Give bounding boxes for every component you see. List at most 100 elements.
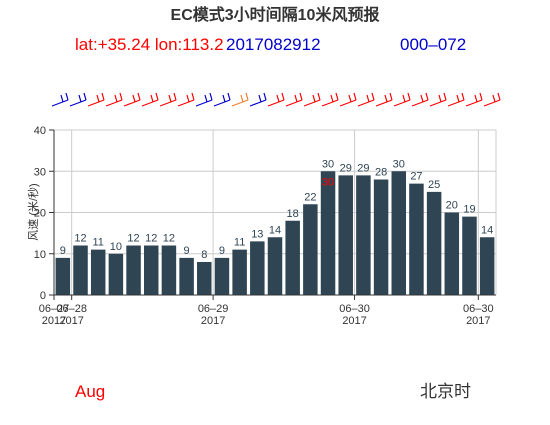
- wind-barb-flag: [366, 94, 370, 103]
- wind-barb-shaft: [105, 99, 123, 107]
- wind-barb-flag: [276, 94, 280, 103]
- forecast-range-label: 000–072: [400, 35, 466, 54]
- wind-barb-icon: [393, 92, 411, 107]
- wind-barb-shaft: [177, 99, 195, 107]
- wind-barb-icon: [285, 92, 303, 107]
- wind-barb-flag: [407, 92, 411, 101]
- wind-barb-shaft: [231, 99, 249, 107]
- wind-barb-flag: [137, 92, 141, 101]
- bar-value-label: 29: [340, 162, 352, 174]
- bar-value-label: 14: [269, 224, 281, 236]
- bar-value-label: 20: [446, 200, 458, 212]
- wind-barb-icon: [105, 92, 123, 107]
- wind-barb-flag: [78, 94, 82, 103]
- wind-barb-icon: [177, 92, 195, 107]
- wind-barb-shaft: [213, 99, 231, 107]
- bar: [479, 237, 495, 295]
- wind-barb-flag: [186, 94, 190, 103]
- wind-barb-icon: [321, 92, 339, 107]
- wind-barb-flag: [60, 94, 64, 103]
- wind-barb-flag: [312, 94, 316, 103]
- wind-barb-flag: [389, 92, 393, 101]
- bar: [161, 245, 177, 295]
- wind-barb-icon: [357, 92, 375, 107]
- bar: [90, 249, 106, 295]
- chart-axes: 01020304006–27201706–28201706–29201706–3…: [34, 125, 496, 327]
- bar-value-label: 9: [60, 245, 66, 257]
- wind-barb-flag: [456, 94, 460, 103]
- bar: [108, 253, 124, 295]
- bar: [426, 191, 442, 295]
- wind-barb-icon: [87, 92, 105, 107]
- bar-value-label: 18: [287, 208, 299, 220]
- wind-barb-flag: [443, 92, 447, 101]
- wind-barb-shaft: [249, 99, 267, 107]
- wind-barb-flag: [492, 94, 496, 103]
- bar: [126, 245, 141, 295]
- wind-barb-shaft: [87, 99, 105, 107]
- wind-barb-shaft: [465, 99, 483, 107]
- bar: [444, 212, 460, 295]
- wind-barb-flag: [281, 92, 285, 101]
- bar: [250, 241, 265, 295]
- month-label: Aug: [75, 382, 105, 401]
- x-tick-label-date: 06–27: [39, 303, 70, 315]
- wind-barb-flag: [420, 94, 424, 103]
- wind-barbs-row: [51, 92, 501, 107]
- wind-barb-flag: [348, 94, 352, 103]
- wind-barb-icon: [195, 92, 213, 107]
- wind-barb-flag: [240, 94, 244, 103]
- wind-barb-icon: [465, 92, 483, 107]
- wind-barb-flag: [101, 92, 105, 101]
- bar-value-label: 30: [393, 158, 405, 170]
- wind-barb-icon: [213, 92, 231, 107]
- x-tick-label-date: 06–29: [198, 303, 229, 315]
- wind-barb-shaft: [447, 99, 465, 107]
- wind-barb-shaft: [375, 99, 393, 107]
- wind-barb-shaft: [303, 99, 321, 107]
- wind-barb-shaft: [51, 99, 69, 107]
- wind-barb-flag: [497, 92, 501, 101]
- wind-barb-flag: [330, 94, 334, 103]
- wind-barb-flag: [83, 92, 87, 101]
- wind-barb-flag: [132, 94, 136, 103]
- wind-barb-icon: [429, 92, 447, 107]
- wind-barb-flag: [168, 94, 172, 103]
- wind-barb-icon: [447, 92, 465, 107]
- wind-barb-flag: [299, 92, 303, 101]
- wind-barb-shaft: [285, 99, 303, 107]
- x-tick-label-year: 2017: [201, 315, 225, 327]
- wind-barb-flag: [438, 94, 442, 103]
- wind-barb-flag: [258, 94, 262, 103]
- x-tick-label-year: 2017: [466, 315, 490, 327]
- wind-barb-shaft: [339, 99, 357, 107]
- bar: [285, 220, 300, 295]
- wind-barb-flag: [150, 94, 154, 103]
- bar: [409, 183, 424, 295]
- wind-barb-flag: [263, 92, 267, 101]
- wind-barb-icon: [375, 92, 393, 107]
- wind-barb-shaft: [141, 99, 159, 107]
- bar-value-label: 28: [375, 167, 387, 179]
- bar: [391, 171, 407, 295]
- bar: [320, 171, 336, 295]
- wind-barb-icon: [411, 92, 429, 107]
- wind-barb-icon: [249, 92, 267, 107]
- wind-barb-flag: [335, 92, 339, 101]
- wind-barb-flag: [461, 92, 465, 101]
- y-tick-label: 30: [34, 166, 46, 178]
- bar: [214, 257, 230, 295]
- wind-barb-flag: [245, 92, 249, 101]
- wind-barb-icon: [159, 92, 177, 107]
- bar-value-label: 19: [463, 204, 475, 216]
- x-tick-label-date: 06–30: [463, 303, 494, 315]
- wind-barb-flag: [119, 92, 123, 101]
- y-tick-label: 40: [34, 125, 46, 137]
- bar-value-label: 8: [201, 249, 207, 261]
- bar-value-label: 11: [234, 237, 245, 249]
- wind-barb-shaft: [321, 99, 339, 107]
- bar: [55, 257, 71, 295]
- x-tick-label-date: 06–28: [56, 303, 87, 315]
- wind-barb-flag: [114, 94, 118, 103]
